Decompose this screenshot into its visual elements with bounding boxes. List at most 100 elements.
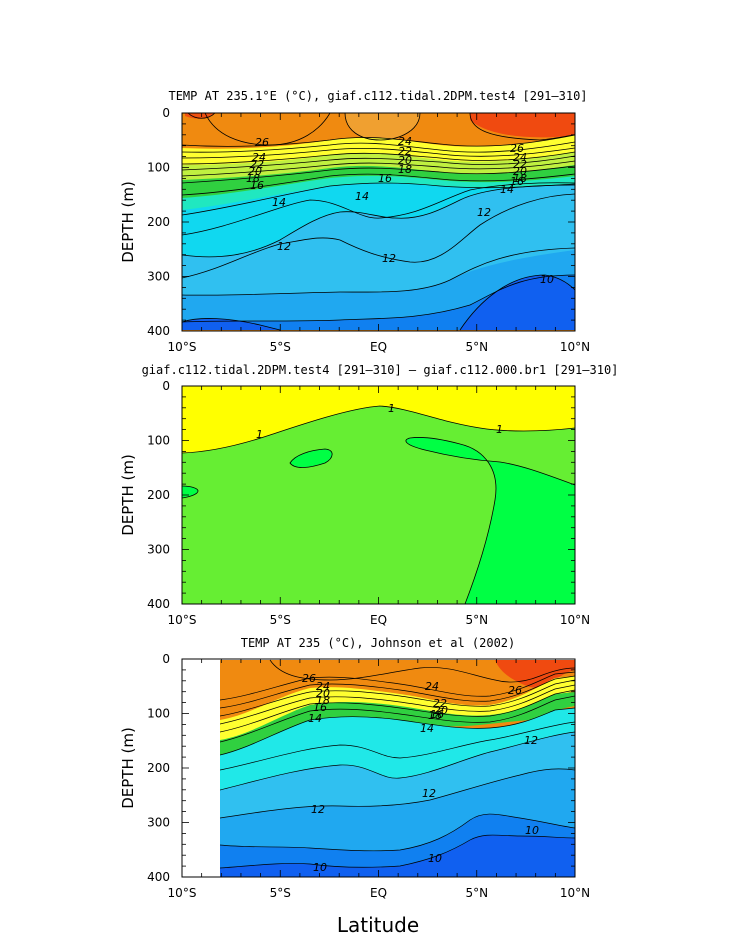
x-tick-label: 10°N <box>560 613 590 627</box>
region-warm <box>182 386 575 453</box>
x-tick-label: 5°N <box>465 613 488 627</box>
contour-label: 26 <box>302 672 316 685</box>
contour-label: 18 <box>513 172 527 185</box>
band-warmest <box>470 113 575 138</box>
contour-label: 12 <box>422 787 436 800</box>
y-tick-label: 100 <box>147 161 170 175</box>
y-axis-label: DEPTH (m) <box>119 181 137 263</box>
band-green <box>220 692 575 765</box>
y-tick-label: 0 <box>162 106 170 120</box>
band-deep-blue <box>220 835 575 877</box>
contour-lines <box>220 659 575 869</box>
contour-label: 20 <box>434 704 448 717</box>
contour-label: 22 <box>250 158 264 171</box>
panel-title: TEMP AT 235 (°C), Johnson et al (2002) <box>241 636 516 650</box>
contour-label: 26 <box>255 136 269 149</box>
contour-label: 1 <box>496 423 503 436</box>
contour-label: 24 <box>316 680 330 693</box>
panel-title: TEMP AT 235.1°E (°C), giaf.c112.tidal.2D… <box>168 89 587 103</box>
panel-title: giaf.c112.tidal.2DPM.test4 [291–310] – g… <box>142 363 619 377</box>
x-tick-label: 10°S <box>168 613 197 627</box>
x-tick-label: EQ <box>370 613 387 627</box>
x-tick-label: 10°S <box>168 340 197 354</box>
contour-label: 14 <box>272 196 286 209</box>
x-tick-label: 10°N <box>560 886 590 900</box>
y-tick-label: 100 <box>147 434 170 448</box>
panel-model-temperature: TEMP AT 235.1°E (°C), giaf.c112.tidal.2D… <box>119 89 590 354</box>
band-yellow <box>220 676 575 750</box>
y-tick-label: 200 <box>147 215 170 229</box>
contour-label: 10 <box>525 824 539 837</box>
y-tick-label: 300 <box>147 270 170 284</box>
contour-label: 24 <box>425 680 439 693</box>
x-tick-label: 5°S <box>270 340 291 354</box>
contour-label: 22 <box>433 697 447 710</box>
contour-label: 10 <box>313 861 327 874</box>
band-yellow-green <box>182 152 575 195</box>
x-tick-label: 5°S <box>270 886 291 900</box>
x-tick-label: 5°S <box>270 613 291 627</box>
axes: 10°S 5°S EQ 5°N 10°N 0 100 200 300 400 <box>147 379 590 627</box>
contour-label: 22 <box>398 145 412 158</box>
contour-lines <box>182 405 575 604</box>
contour-label: 20 <box>316 687 330 700</box>
contour-label: 18 <box>246 172 260 185</box>
y-tick-label: 0 <box>162 652 170 666</box>
y-tick-label: 400 <box>147 870 170 884</box>
axes: 10°S 5°S EQ 5°N 10°N 0 100 200 300 400 <box>147 106 590 354</box>
y-axis-label: DEPTH (m) <box>119 727 137 809</box>
y-tick-label: 300 <box>147 543 170 557</box>
contour-label: 18 <box>398 163 412 176</box>
contour-label: 12 <box>477 206 491 219</box>
y-axis-label: DEPTH (m) <box>119 454 137 536</box>
contour-label: 20 <box>513 165 527 178</box>
y-tick-label: 200 <box>147 761 170 775</box>
x-axis-label: Latitude <box>337 913 419 937</box>
x-tick-label: 10°S <box>168 886 197 900</box>
contour-lines <box>182 113 575 331</box>
x-tick-label: EQ <box>370 886 387 900</box>
band-warmest <box>495 660 575 688</box>
contour-label: 16 <box>510 175 524 188</box>
contour-label: 14 <box>500 183 514 196</box>
band-eq-light <box>345 113 420 140</box>
y-tick-label: 0 <box>162 379 170 393</box>
contour-label: 22 <box>513 158 527 171</box>
region-cool-small <box>290 449 333 468</box>
contour-label: 26 <box>508 684 522 697</box>
contour-label: 12 <box>524 734 538 747</box>
contour-label: 1 <box>256 428 263 441</box>
contour-label: 16 <box>250 179 264 192</box>
panel-difference: giaf.c112.tidal.2DPM.test4 [291–310] – g… <box>119 363 618 627</box>
contour-label: 12 <box>311 803 325 816</box>
contour-label: 1 <box>388 402 395 415</box>
contour-labels: 26 24 20 18 16 14 24 22 20 18 16 14 26 1… <box>302 672 539 874</box>
contour-label: 24 <box>252 151 266 164</box>
contour-label: 10 <box>540 273 554 286</box>
contour-label: 16 <box>378 172 392 185</box>
y-tick-label: 100 <box>147 707 170 721</box>
contour-label: 12 <box>382 252 396 265</box>
contour-label: 24 <box>513 151 527 164</box>
contour-label: 20 <box>248 165 262 178</box>
contour-label: 18 <box>428 709 442 722</box>
y-tick-label: 200 <box>147 488 170 502</box>
contour-label: 14 <box>420 722 434 735</box>
contour-label: 14 <box>355 190 369 203</box>
contour-label: 14 <box>308 712 322 725</box>
x-tick-label: 10°N <box>560 340 590 354</box>
contour-labels: 1 1 1 <box>256 402 503 441</box>
x-tick-label: 5°N <box>465 340 488 354</box>
contour-label: 10 <box>428 852 442 865</box>
contour-fill <box>182 386 575 604</box>
y-tick-label: 300 <box>147 816 170 830</box>
contour-label: 26 <box>510 142 524 155</box>
contour-label: 20 <box>398 154 412 167</box>
band-deep-blue-right <box>460 275 575 330</box>
contour-label: 18 <box>316 694 330 707</box>
x-tick-label: 5°N <box>465 886 488 900</box>
band-green <box>182 165 575 220</box>
y-tick-label: 400 <box>147 597 170 611</box>
region-cool <box>405 437 575 604</box>
